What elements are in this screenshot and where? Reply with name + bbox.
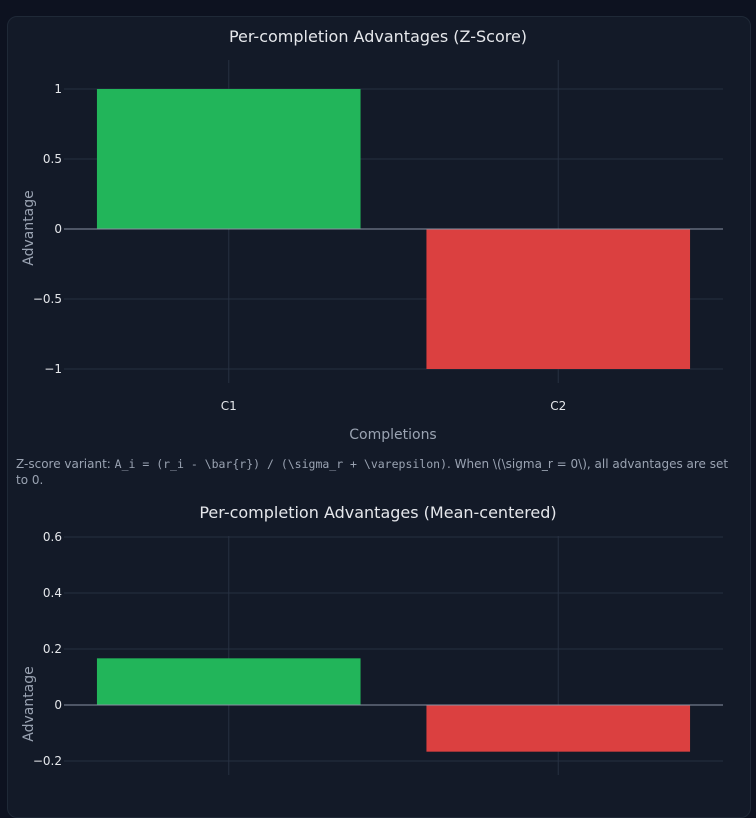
y-tick-label: 0 bbox=[54, 222, 62, 236]
y-tick-label: 1 bbox=[54, 82, 62, 96]
y-tick-label: 0.6 bbox=[43, 530, 62, 544]
x-tick-label: C2 bbox=[550, 399, 566, 413]
y-tick-label: 0 bbox=[54, 698, 62, 712]
chart-caption: Z-score variant: A_i = (r_i - \bar{r}) /… bbox=[16, 456, 738, 488]
charts-svg: 1 0.5 0 −0.5 −1 C1 C2 0.6 0.4 0.2 0 −0.2 bbox=[33, 60, 723, 775]
y-tick-label: 0.4 bbox=[43, 586, 62, 600]
chart-title-mean-centered: Per-completion Advantages (Mean-centered… bbox=[199, 503, 557, 522]
x-tick-label: C1 bbox=[221, 399, 237, 413]
chart-title-zscore: Per-completion Advantages (Z-Score) bbox=[228, 27, 528, 46]
x-axis-label-zscore: Completions bbox=[349, 427, 437, 443]
caption-prefix: Z-score variant: bbox=[16, 457, 115, 471]
bar-c2 bbox=[426, 705, 691, 752]
bar-c2 bbox=[426, 229, 691, 369]
bar-c1 bbox=[96, 658, 361, 705]
y-tick-label: −1 bbox=[44, 362, 62, 376]
y-tick-label: −0.2 bbox=[33, 754, 62, 768]
y-tick-label: 0.5 bbox=[43, 152, 62, 166]
y-tick-label: 0.2 bbox=[43, 642, 62, 656]
caption-suffix: . When \(\sigma_r = 0\), all advantages … bbox=[16, 457, 729, 487]
y-tick-label: −0.5 bbox=[33, 292, 62, 306]
caption-formula: A_i = (r_i - \bar{r}) / (\sigma_r + \var… bbox=[114, 457, 447, 471]
bar-c1 bbox=[96, 89, 361, 229]
